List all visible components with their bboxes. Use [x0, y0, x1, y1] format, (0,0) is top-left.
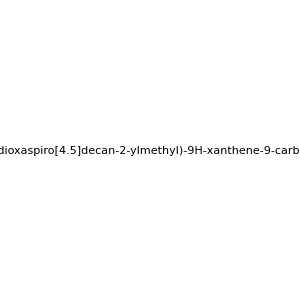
- Text: N-(1,4-dioxaspiro[4.5]decan-2-ylmethyl)-9H-xanthene-9-carboxamide: N-(1,4-dioxaspiro[4.5]decan-2-ylmethyl)-…: [0, 146, 300, 157]
